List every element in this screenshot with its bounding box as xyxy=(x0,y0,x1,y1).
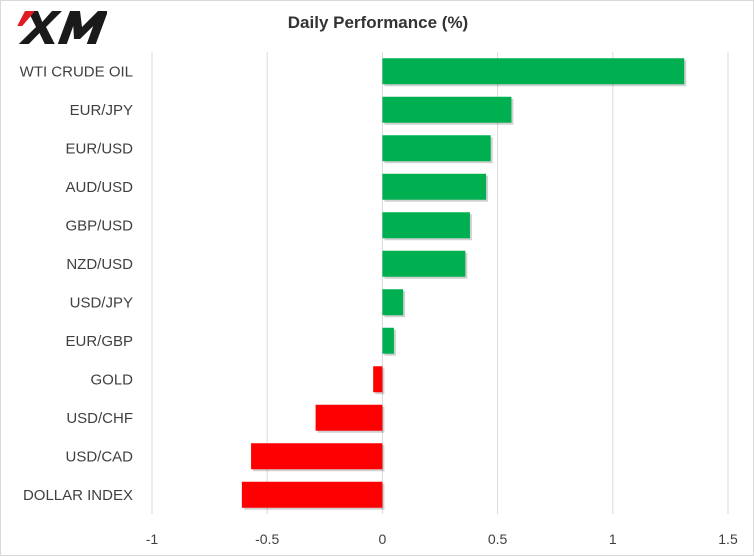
x-tick-label: -1 xyxy=(146,531,159,547)
category-labels: WTI CRUDE OIL EUR/JPY EUR/USD AUD/USD GBP/US… xyxy=(20,63,134,504)
bar xyxy=(382,173,487,200)
xm-logo xyxy=(15,7,109,52)
chart-title: Daily Performance (%) xyxy=(287,13,469,32)
bar xyxy=(382,250,466,277)
bar xyxy=(382,289,404,316)
category-label: WTI CRUDE OIL xyxy=(20,63,133,80)
bar xyxy=(241,481,383,508)
category-label: DOLLAR INDEX xyxy=(23,487,133,504)
x-axis-tick-labels: -1 -0.5 0 0.5 1 1.5 xyxy=(146,531,738,547)
category-label: EUR/JPY xyxy=(70,102,133,119)
category-label: GBP/USD xyxy=(65,217,133,234)
category-label: USD/CAD xyxy=(65,448,133,465)
bar xyxy=(382,212,470,239)
bar xyxy=(382,327,394,354)
category-label: EUR/USD xyxy=(65,140,133,157)
bar xyxy=(382,135,491,162)
x-tick-label: 0.5 xyxy=(488,531,508,547)
category-label: GOLD xyxy=(90,371,133,388)
category-label: USD/JPY xyxy=(70,294,133,311)
bar xyxy=(382,96,512,123)
bar xyxy=(315,404,383,431)
grid-lines xyxy=(151,52,729,514)
category-label: AUD/USD xyxy=(65,179,133,196)
bar xyxy=(382,58,685,85)
bars xyxy=(241,58,687,510)
bar xyxy=(373,366,383,393)
category-label: USD/CHF xyxy=(66,410,133,427)
x-tick-label: 1 xyxy=(609,531,617,547)
bar xyxy=(251,443,383,470)
x-tick-label: 0 xyxy=(379,531,387,547)
x-tick-label: -0.5 xyxy=(255,531,279,547)
category-label: EUR/GBP xyxy=(65,333,133,350)
x-tick-label: 1.5 xyxy=(718,531,738,547)
category-label: NZD/USD xyxy=(66,256,133,273)
